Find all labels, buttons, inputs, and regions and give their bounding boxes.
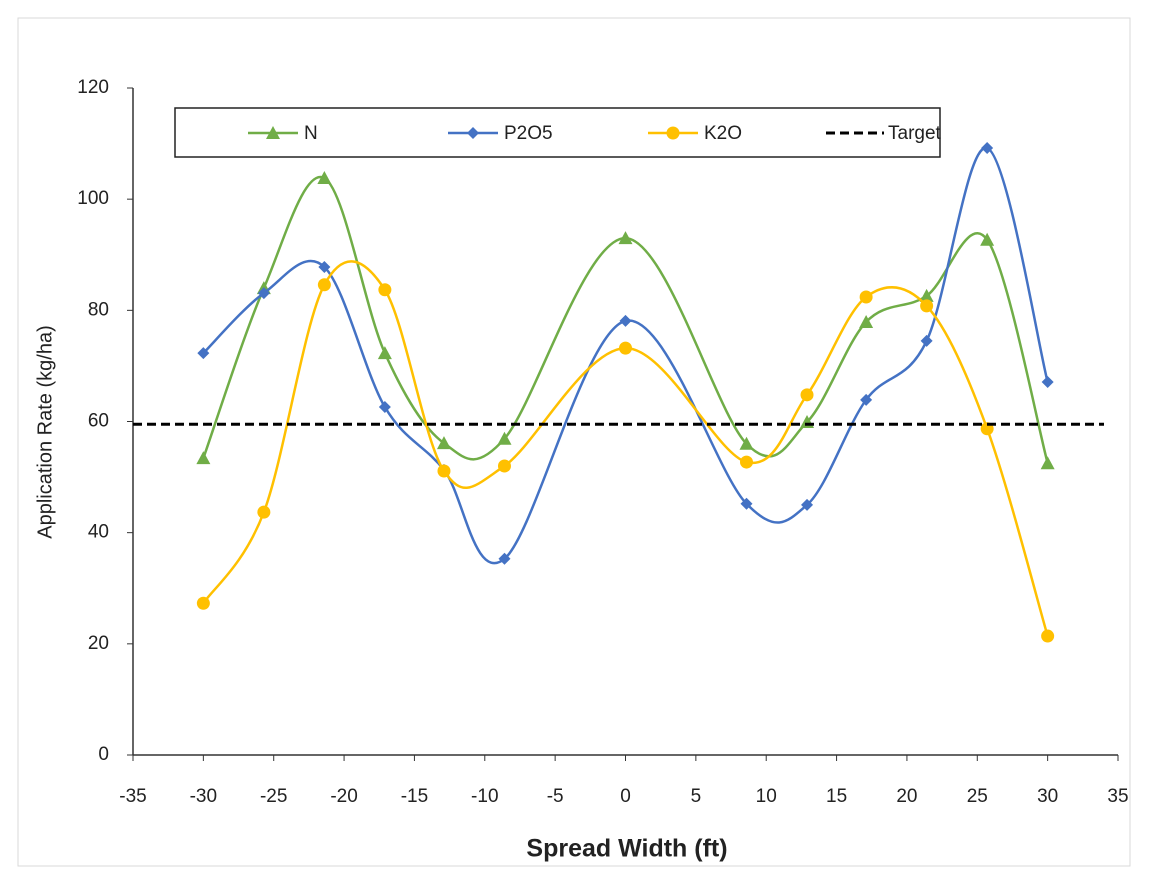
x-tick-label: 20 — [896, 786, 917, 807]
x-tick-label: -25 — [260, 786, 287, 807]
y-tick-label: 40 — [88, 522, 109, 543]
marker — [437, 464, 450, 477]
marker — [498, 459, 511, 472]
marker — [318, 278, 331, 291]
y-tick-label: 20 — [88, 633, 109, 654]
chart: Application Rate (kg/ha) Spread Width (f… — [0, 0, 1154, 874]
x-tick-label: 25 — [967, 786, 988, 807]
y-tick-label: 0 — [98, 744, 109, 765]
marker — [740, 456, 753, 469]
marker — [619, 342, 632, 355]
legend-label: K2O — [704, 123, 742, 144]
page: {"chart_data": {"type": "line", "x_label… — [0, 0, 1154, 874]
x-tick-label: -5 — [547, 786, 564, 807]
legend-label: Target — [888, 123, 942, 144]
y-axis-title: Application Rate (kg/ha) — [34, 325, 56, 538]
marker — [860, 290, 873, 303]
y-tick-label: 60 — [88, 411, 109, 432]
marker — [801, 388, 814, 401]
x-axis-title: Spread Width (ft) — [526, 835, 727, 863]
x-tick-label: 0 — [620, 786, 631, 807]
x-tick-label: 35 — [1107, 786, 1128, 807]
marker — [920, 299, 933, 312]
x-tick-label: -15 — [401, 786, 428, 807]
x-tick-label: -10 — [471, 786, 498, 807]
x-tick-label: -30 — [190, 786, 217, 807]
x-tick-label: 10 — [756, 786, 777, 807]
marker — [1041, 630, 1054, 643]
x-tick-label: 5 — [691, 786, 702, 807]
x-tick-label: -35 — [119, 786, 146, 807]
marker — [197, 597, 210, 610]
x-tick-label: 15 — [826, 786, 847, 807]
x-tick-label: 30 — [1037, 786, 1058, 807]
y-tick-label: 120 — [77, 77, 109, 98]
y-tick-label: 80 — [88, 299, 109, 320]
legend-marker — [667, 127, 680, 140]
legend-label: P2O5 — [504, 123, 553, 144]
marker — [378, 283, 391, 296]
x-tick-label: -20 — [330, 786, 357, 807]
marker — [257, 506, 270, 519]
legend-label: N — [304, 123, 318, 144]
y-tick-label: 100 — [77, 188, 109, 209]
